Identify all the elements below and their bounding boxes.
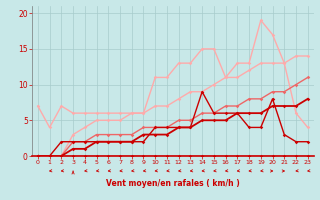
- X-axis label: Vent moyen/en rafales ( km/h ): Vent moyen/en rafales ( km/h ): [106, 179, 240, 188]
